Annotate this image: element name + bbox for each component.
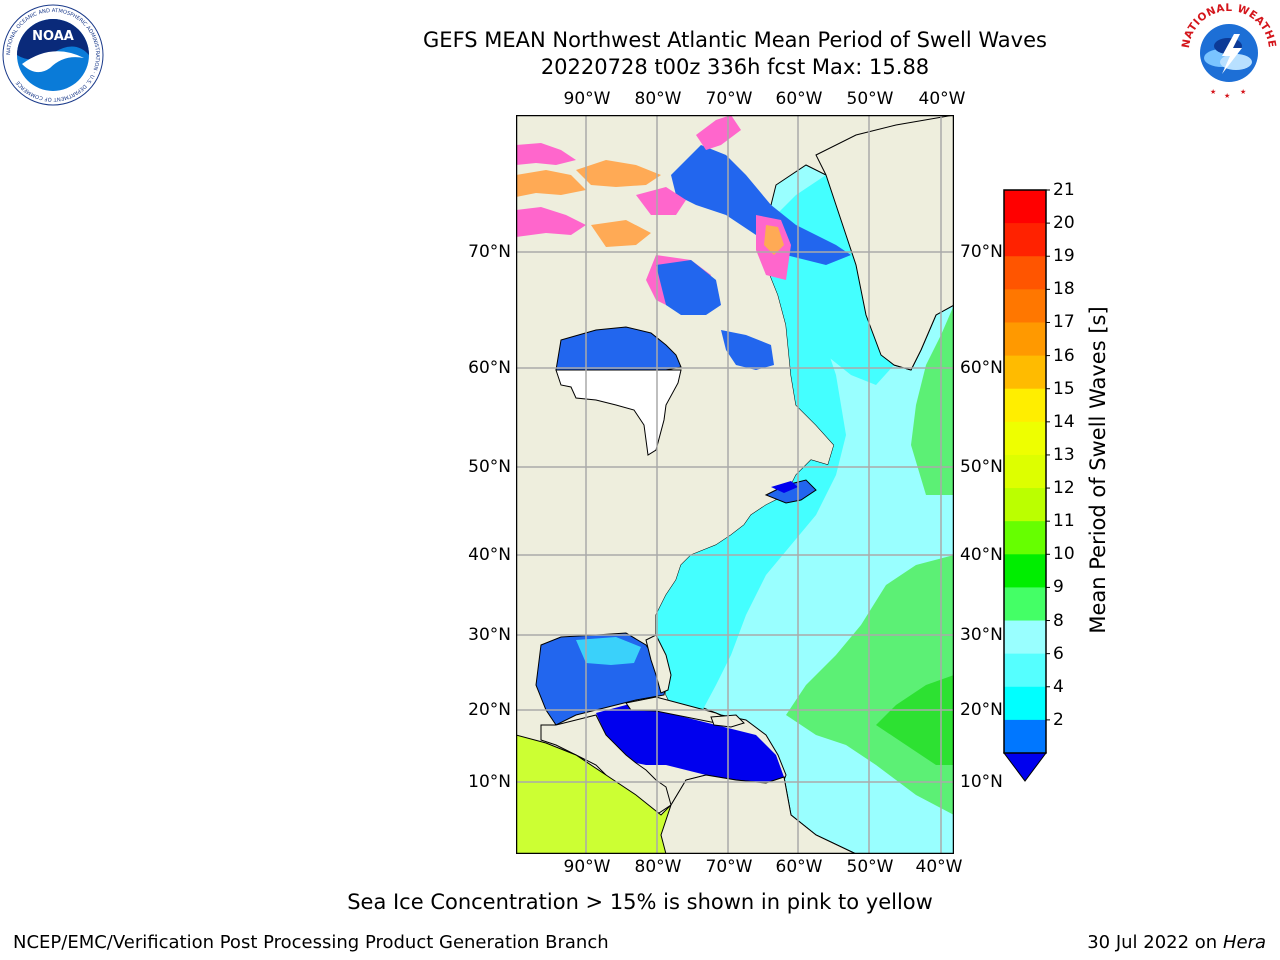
svg-text:★: ★ (1240, 88, 1246, 96)
colorbar-swatch (1004, 653, 1046, 688)
lat-label-left: 10°N (468, 772, 511, 792)
lon-label-top: 60°W (775, 89, 823, 109)
colorbar-swatch (1004, 554, 1046, 588)
colorbar-tick-label: 9 (1053, 577, 1064, 598)
lon-label-bottom: 50°W (846, 857, 894, 877)
colorbar-swatch (1004, 488, 1046, 522)
baffin-bay-blue (671, 145, 851, 265)
colorbar-swatch (1004, 454, 1046, 489)
map-subtitle: 20220728 t00z 336h fcst Max: 15.88 (540, 55, 930, 79)
lat-label-right: 40°N (960, 545, 1003, 565)
lat-label-right: 50°N (960, 457, 1003, 477)
green-zone-east (911, 305, 954, 495)
colorbar-tick-label: 6 (1053, 643, 1064, 664)
lat-label-left: 60°N (468, 358, 511, 378)
lon-label-top: 40°W (918, 89, 966, 109)
gulf-cyan-patch (576, 637, 641, 665)
caribbean-sea (596, 700, 784, 783)
hudson-bay-white (555, 369, 682, 456)
lon-label-top: 70°W (705, 89, 753, 109)
colorbar-tick-label: 2 (1053, 709, 1064, 730)
lon-label-top: 50°W (846, 89, 894, 109)
colorbar-tick-label: 15 (1053, 378, 1075, 399)
colorbar-swatch (1004, 587, 1046, 622)
colorbar-tick-label: 12 (1053, 478, 1075, 499)
lat-label-left: 70°N (468, 242, 511, 262)
colorbar-swatch (1004, 719, 1046, 754)
colorbar-tick-label: 20 (1053, 213, 1075, 234)
colorbar-swatch (1004, 223, 1046, 257)
green-zone-deep (876, 675, 954, 765)
footer-branch: NCEP/EMC/Verification Post Processing Pr… (13, 932, 609, 953)
colorbar-tick-label: 10 (1053, 544, 1075, 565)
colorbar-swatch (1004, 686, 1046, 721)
colorbar-swatch (1004, 289, 1046, 323)
lat-label-right: 60°N (960, 358, 1003, 378)
map-title: GEFS MEAN Northwest Atlantic Mean Period… (423, 28, 1047, 52)
colorbar-tick-label: 18 (1053, 279, 1075, 300)
lat-label-left: 20°N (468, 700, 511, 720)
lon-label-bottom: 80°W (634, 857, 682, 877)
colorbar-swatch (1004, 355, 1046, 390)
hudson-strait-blue (721, 330, 774, 370)
colorbar-tick-label: 13 (1053, 444, 1075, 465)
lon-label-bottom: 70°W (705, 857, 753, 877)
map-frame (516, 115, 954, 854)
lat-label-right: 70°N (960, 242, 1003, 262)
lon-label-bottom: 60°W (775, 857, 823, 877)
nws-logo-icon: NATIONAL WEATHER SERVICE ★ ★ ★ (1178, 0, 1277, 100)
colorbar-swatch (1004, 388, 1046, 423)
colorbar-swatch (1004, 256, 1046, 290)
lat-label-left: 50°N (468, 457, 511, 477)
lat-label-left: 30°N (468, 625, 511, 645)
colorbar-tick-label: 4 (1053, 676, 1064, 697)
svg-text:★: ★ (1224, 92, 1230, 100)
colorbar-swatch (1004, 421, 1046, 456)
footer-date: 30 Jul 2022 on Hera (1087, 932, 1266, 953)
lat-label-right: 20°N (960, 700, 1003, 720)
south-america-land (660, 774, 857, 854)
lon-label-bottom: 90°W (563, 857, 611, 877)
colorbar-title: Mean Period of Swell Waves [s] (1086, 306, 1110, 634)
svg-text:NOAA: NOAA (32, 29, 74, 44)
st-lawrence-gulf-deep (771, 481, 798, 493)
colorbar-tick-label: 16 (1053, 345, 1075, 366)
lon-label-top: 90°W (563, 89, 611, 109)
colorbar-swatch (1004, 322, 1046, 357)
lon-label-top: 80°W (634, 89, 682, 109)
sea-ice-caption: Sea Ice Concentration > 15% is shown in … (347, 890, 933, 914)
lat-label-left: 40°N (468, 545, 511, 565)
green-zone-south (786, 555, 954, 815)
swell-period-map (516, 115, 954, 854)
colorbar-swatch (1004, 521, 1046, 555)
lon-label-bottom: 40°W (915, 857, 963, 877)
colorbar-tick-label: 17 (1053, 312, 1075, 333)
florida (645, 634, 672, 694)
lat-label-right: 30°N (960, 625, 1003, 645)
lat-label-right: 10°N (960, 772, 1003, 792)
colorbar-tick-label: 19 (1053, 246, 1075, 267)
colorbar-tick-label: 11 (1053, 511, 1075, 532)
noaa-logo-icon: NATIONAL OCEANIC AND ATMOSPHERIC ADMINIS… (2, 4, 104, 106)
colorbar-swatch (1004, 190, 1046, 224)
colorbar (1003, 189, 1050, 782)
colorbar-tick-label: 21 (1053, 180, 1075, 200)
graticule (516, 115, 954, 854)
footer-host: Hera (1222, 932, 1266, 953)
foxe-basin-blue (656, 260, 721, 315)
svg-text:★: ★ (1210, 88, 1216, 96)
colorbar-tick-label: 8 (1053, 610, 1064, 631)
colorbar-tick-label: 14 (1053, 411, 1075, 432)
colorbar-swatch (1004, 620, 1046, 655)
